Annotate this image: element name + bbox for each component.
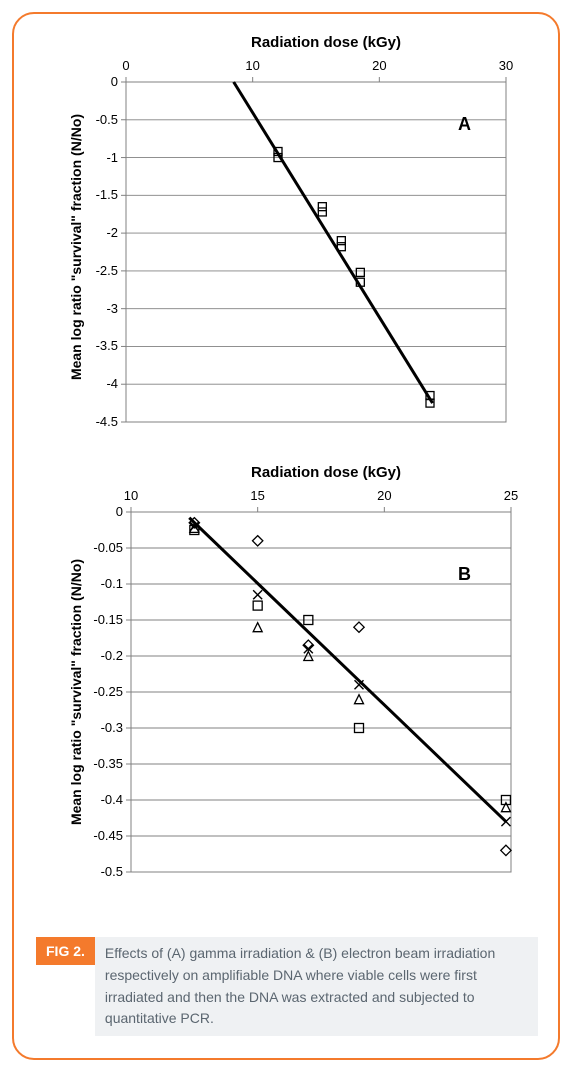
y-tick-label: -2 [78, 225, 118, 240]
y-tick-label: -0.35 [83, 756, 123, 771]
x-tick-label: 20 [369, 488, 399, 503]
chart-a-svg [46, 34, 536, 434]
y-tick-label: -1 [78, 150, 118, 165]
x-tick-label: 10 [238, 58, 268, 73]
y-tick-label: -0.2 [83, 648, 123, 663]
y-tick-label: -0.1 [83, 576, 123, 591]
y-tick-label: -0.05 [83, 540, 123, 555]
chart-a-panel-label: A [458, 114, 471, 135]
chart-a: Radiation dose (kGy) Mean log ratio "sur… [46, 34, 536, 434]
figure-caption: FIG 2. Effects of (A) gamma irradiation … [36, 937, 538, 1036]
chart-b-svg [46, 464, 536, 884]
x-tick-label: 30 [491, 58, 521, 73]
y-tick-label: -0.4 [83, 792, 123, 807]
caption-tag: FIG 2. [36, 937, 95, 965]
y-tick-label: -2.5 [78, 263, 118, 278]
caption-text: Effects of (A) gamma irradiation & (B) e… [95, 937, 538, 1036]
y-tick-label: -0.5 [83, 864, 123, 879]
y-tick-label: -3 [78, 301, 118, 316]
x-tick-label: 25 [496, 488, 526, 503]
y-tick-label: -4 [78, 376, 118, 391]
y-tick-label: -0.5 [78, 112, 118, 127]
y-tick-label: -0.45 [83, 828, 123, 843]
chart-b-panel-label: B [458, 564, 471, 585]
figure-frame: Radiation dose (kGy) Mean log ratio "sur… [12, 12, 560, 1060]
y-tick-label: 0 [83, 504, 123, 519]
x-tick-label: 10 [116, 488, 146, 503]
chart-b-y-title: Mean log ratio "survival" fraction (N/No… [68, 527, 84, 857]
y-tick-label: -0.25 [83, 684, 123, 699]
x-tick-label: 15 [243, 488, 273, 503]
y-tick-label: 0 [78, 74, 118, 89]
y-tick-label: -0.3 [83, 720, 123, 735]
y-tick-label: -3.5 [78, 338, 118, 353]
y-tick-label: -4.5 [78, 414, 118, 429]
chart-a-y-title: Mean log ratio "survival" fraction (N/No… [68, 87, 84, 407]
y-tick-label: -0.15 [83, 612, 123, 627]
y-tick-label: -1.5 [78, 187, 118, 202]
x-tick-label: 20 [364, 58, 394, 73]
x-tick-label: 0 [111, 58, 141, 73]
chart-b: Radiation dose (kGy) Mean log ratio "sur… [46, 464, 536, 884]
